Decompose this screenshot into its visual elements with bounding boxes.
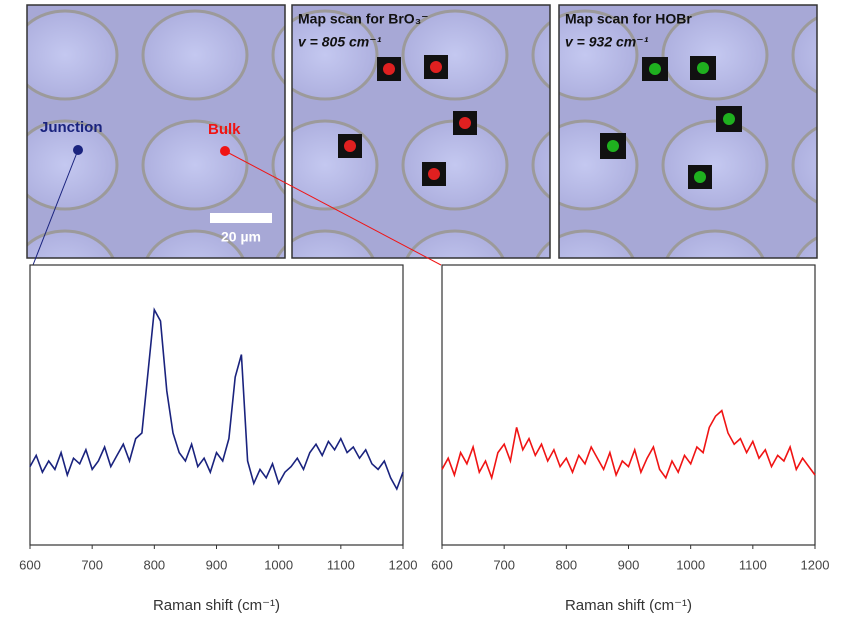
x-tick-label: 1100 bbox=[327, 557, 355, 572]
spectrum-line bbox=[441, 409, 816, 481]
map-subtitle: v = 932 cm⁻¹ bbox=[565, 34, 649, 50]
plot-frame bbox=[29, 264, 404, 546]
x-tick-label: 1200 bbox=[801, 557, 830, 572]
map-bro3: Map scan for BrO₃⁻ v = 805 cm⁻¹ bbox=[291, 4, 551, 259]
spectra: 600 700 800 900 1000 1100 1200 Raman shift (cm⁻… bbox=[19, 264, 830, 614]
x-tick-label: 800 bbox=[143, 557, 165, 572]
x-tick-label: 600 bbox=[19, 557, 41, 572]
scale-bar-label: 20 µm bbox=[221, 229, 261, 245]
x-tick-label: 1100 bbox=[739, 557, 767, 572]
x-tick-label: 700 bbox=[493, 557, 515, 572]
junction-label: Junction bbox=[40, 119, 103, 136]
x-tick-label: 1000 bbox=[676, 557, 705, 572]
x-tick-label: 1000 bbox=[264, 557, 293, 572]
x-tick-label: 900 bbox=[206, 557, 228, 572]
plot-frame bbox=[441, 264, 816, 546]
spectrum-line bbox=[29, 307, 404, 491]
x-axis-label: Raman shift (cm⁻¹) bbox=[153, 597, 280, 614]
x-tick-label: 600 bbox=[431, 557, 453, 572]
bulk-label: Bulk bbox=[208, 121, 241, 138]
map-hobr: Map scan for HOBr v = 932 cm⁻¹ bbox=[558, 4, 818, 259]
x-tick-label: 900 bbox=[618, 557, 640, 572]
map-title: Map scan for BrO₃⁻ bbox=[298, 11, 429, 27]
x-tick-label: 1200 bbox=[389, 557, 418, 572]
x-tick-label: 800 bbox=[555, 557, 577, 572]
map-subtitle: v = 805 cm⁻¹ bbox=[298, 34, 382, 50]
x-tick-label: 700 bbox=[81, 557, 103, 572]
map-title: Map scan for HOBr bbox=[565, 11, 692, 27]
micrograph-junction-bulk: 20 µm Junction Bulk bbox=[26, 4, 286, 259]
x-axis-label: Raman shift (cm⁻¹) bbox=[565, 597, 692, 614]
